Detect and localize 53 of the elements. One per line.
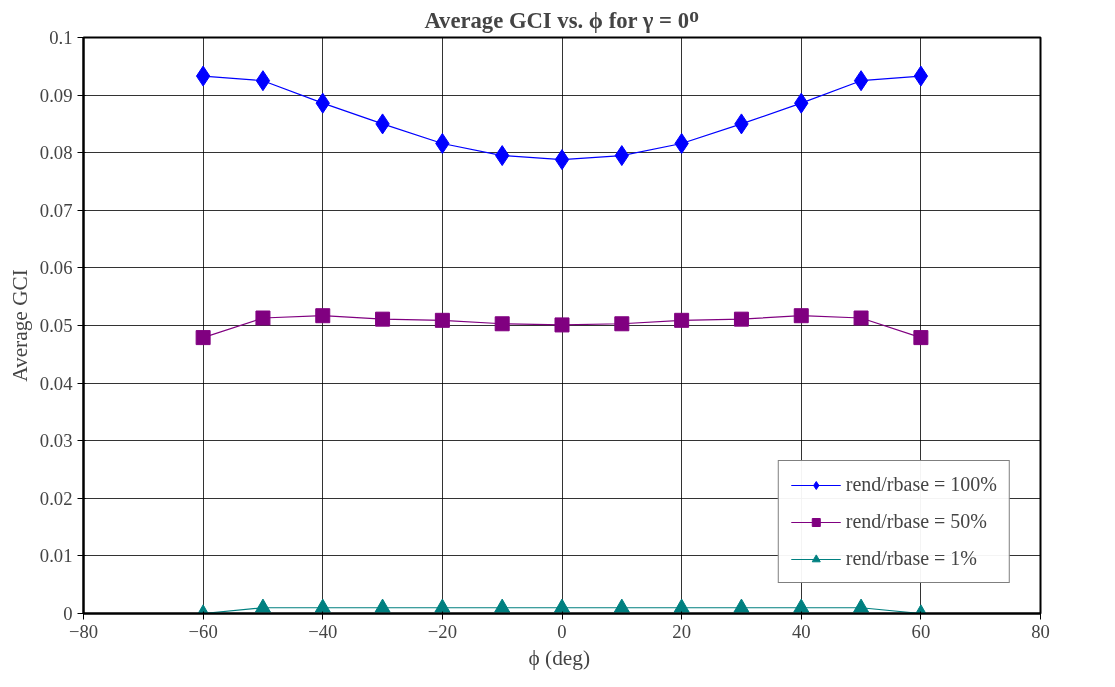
point <box>255 70 271 92</box>
point <box>195 330 211 346</box>
point <box>913 65 929 87</box>
point <box>494 316 510 332</box>
point <box>793 598 810 613</box>
point <box>314 598 331 613</box>
chart-title: Average GCI vs. ϕ for γ = 0ᴼ <box>424 7 700 33</box>
point <box>434 312 450 328</box>
point <box>255 310 271 326</box>
point <box>554 598 570 613</box>
x-tick-label: −60 <box>188 620 218 642</box>
y-axis-title: Average GCI <box>7 269 32 382</box>
point <box>613 598 630 613</box>
y-tick-label: 0.04 <box>39 372 74 394</box>
y-tick-label: 0.05 <box>39 315 73 336</box>
y-tick-label: 0.01 <box>39 545 73 567</box>
y-tick-label: 0.1 <box>49 27 73 48</box>
point <box>674 312 690 328</box>
point <box>195 65 211 87</box>
point <box>494 598 511 613</box>
point <box>673 598 690 613</box>
point <box>434 598 451 613</box>
point <box>853 598 870 613</box>
point <box>853 310 869 326</box>
point <box>554 317 570 333</box>
y-tick-label: 0.02 <box>39 487 73 509</box>
y-tick-label: 0.07 <box>39 199 73 221</box>
legend-label: rend/rbase = 1% <box>845 547 977 570</box>
point <box>733 598 750 613</box>
x-tick-label: 60 <box>911 620 931 642</box>
point <box>375 311 391 327</box>
y-tick-label: 0.03 <box>39 430 73 452</box>
point <box>733 311 749 327</box>
point <box>614 316 630 332</box>
x-axis-title: ϕ (deg) <box>528 645 591 670</box>
x-tick-label: 20 <box>672 620 691 642</box>
x-tick-label: 0 <box>557 620 567 642</box>
x-tick-label: −20 <box>427 620 457 642</box>
x-tick-label: 40 <box>791 620 811 642</box>
point <box>853 70 869 92</box>
y-tick-label: 0.09 <box>39 84 73 106</box>
point <box>913 330 929 346</box>
y-tick-label: 0.06 <box>39 257 73 279</box>
y-tick-label: 0.08 <box>39 142 73 164</box>
point <box>254 598 271 613</box>
point <box>554 149 570 171</box>
point <box>315 308 331 324</box>
legend-label: rend/rbase = 50% <box>845 510 987 533</box>
x-tick-label: 80 <box>1031 620 1050 642</box>
legend-label: rend/rbase = 100% <box>845 473 997 496</box>
point <box>793 308 809 324</box>
point <box>374 598 391 613</box>
x-tick-label: −40 <box>308 620 338 642</box>
